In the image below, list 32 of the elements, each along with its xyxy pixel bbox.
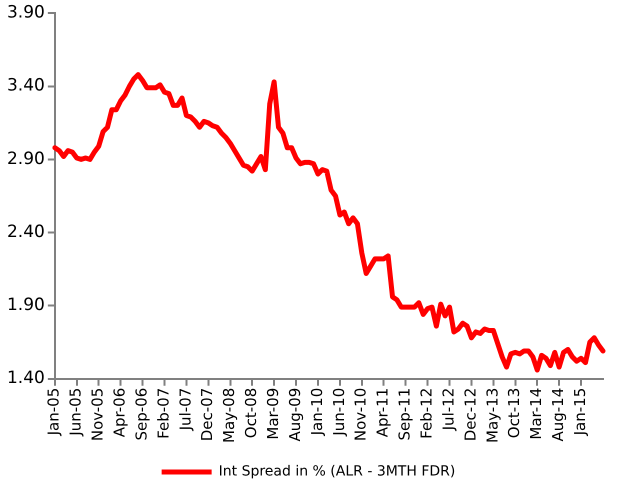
x-tick-label: Feb-12 bbox=[417, 388, 436, 439]
x-tick-label: Aug-09 bbox=[286, 388, 304, 442]
x-tick-label: Oct-08 bbox=[242, 388, 260, 438]
x-tick-label: Sep-06 bbox=[132, 388, 150, 441]
y-tick-label: 3.40 bbox=[6, 76, 45, 96]
y-tick-label: 2.40 bbox=[6, 222, 45, 242]
y-tick-label: 1.40 bbox=[6, 368, 45, 388]
x-tick-label: Jul-12 bbox=[439, 388, 458, 432]
x-tick-label: Jan-15 bbox=[570, 388, 589, 436]
x-tick-label: Feb-07 bbox=[154, 388, 172, 439]
legend-label: Int Spread in % (ALR - 3MTH FDR) bbox=[218, 464, 456, 480]
x-tick-label: Oct-13 bbox=[505, 388, 524, 438]
x-tick-label: Mar-14 bbox=[527, 388, 546, 440]
x-tick-label: Aug-14 bbox=[549, 388, 568, 442]
x-tick-label: Apr-11 bbox=[374, 388, 392, 438]
x-tick-label: Sep-11 bbox=[396, 388, 414, 441]
x-tick-label: May-13 bbox=[483, 388, 502, 444]
x-tick-label: Dec-07 bbox=[198, 388, 216, 442]
x-tick-label: Nov-10 bbox=[352, 388, 370, 442]
x-tick-label: Jan-10 bbox=[308, 388, 326, 436]
x-tick-label: Jun-10 bbox=[330, 388, 348, 437]
x-tick-label: Nov-05 bbox=[88, 388, 107, 442]
x-tick-label: Jul-07 bbox=[176, 388, 194, 432]
x-tick-label: Jan-05 bbox=[44, 388, 63, 436]
x-tick-label: Jun-05 bbox=[66, 388, 85, 437]
y-tick-label: 2.90 bbox=[6, 148, 45, 169]
x-tick-label: Mar-09 bbox=[264, 388, 282, 440]
x-tick-label: Apr-06 bbox=[110, 388, 129, 438]
x-tick-label: May-08 bbox=[220, 388, 238, 444]
x-tick-label: Dec-12 bbox=[461, 388, 480, 442]
y-tick-label: 3.90 bbox=[6, 2, 45, 23]
y-tick-label: 1.90 bbox=[6, 295, 45, 316]
